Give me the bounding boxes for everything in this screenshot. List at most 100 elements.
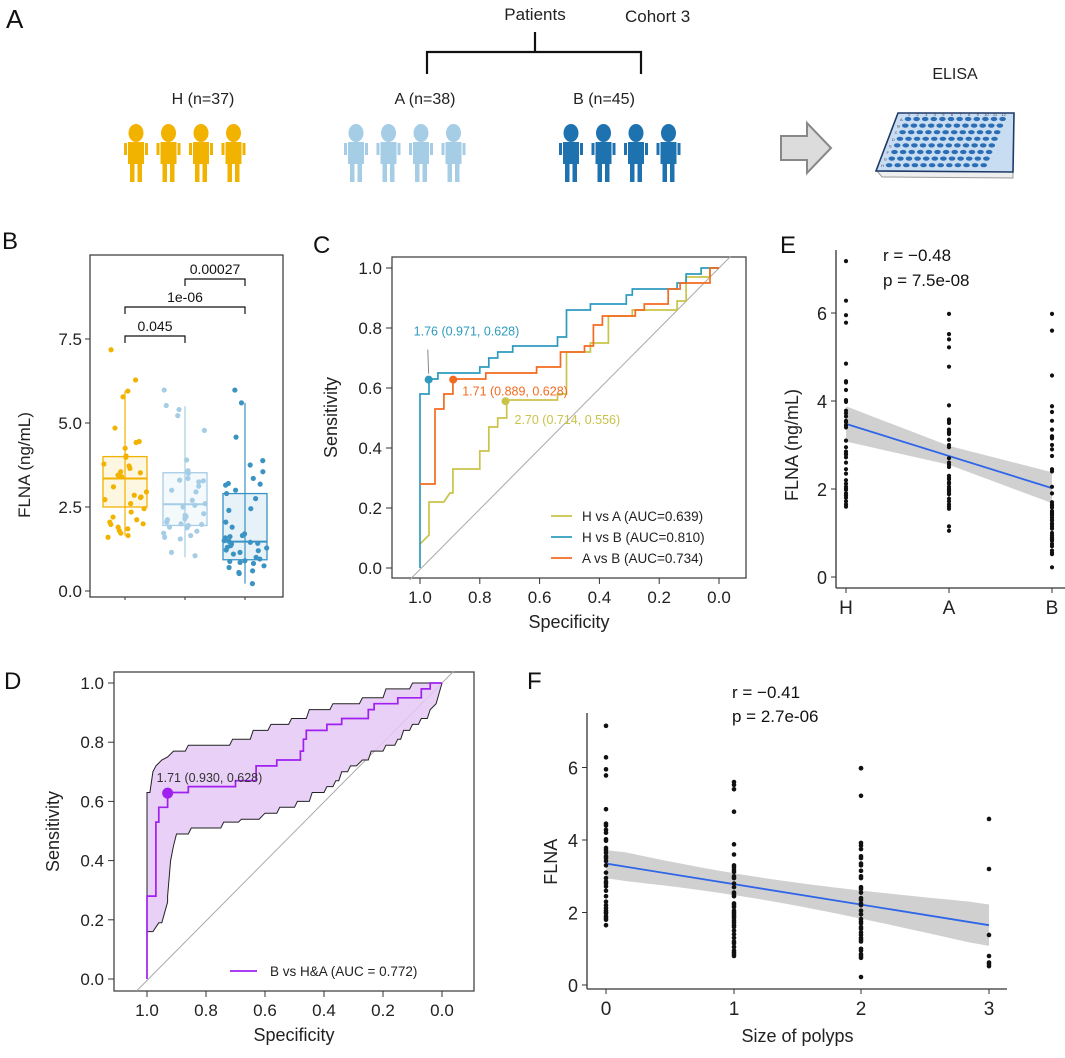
panel-label-b: B (2, 228, 19, 255)
data-point (122, 445, 128, 451)
person-leg (670, 163, 675, 182)
person-arm (210, 143, 213, 155)
plate-well (919, 123, 926, 128)
correlation-p-label: p = 7.5e-08 (883, 271, 970, 290)
data-point (260, 469, 266, 475)
data-point (843, 455, 849, 460)
person-arm (156, 143, 160, 155)
person-leg (447, 163, 452, 182)
person-head (628, 124, 644, 142)
person-arm (189, 143, 192, 155)
x-tick-label: 0.8 (194, 1001, 218, 1020)
y-tick-label: 0.8 (358, 319, 382, 338)
x-axis-label: Specificity (253, 1025, 334, 1045)
data-point (247, 462, 253, 468)
significance-bracket (124, 306, 246, 314)
cutoff-point (449, 375, 458, 384)
y-tick-label: 4 (568, 831, 578, 851)
plate-well (942, 130, 949, 135)
person-leg (195, 163, 200, 182)
data-point (169, 487, 175, 493)
plate-well (925, 149, 933, 155)
data-point (731, 928, 737, 933)
data-point (946, 499, 952, 504)
assay-label: ELISA (932, 66, 978, 83)
data-point (603, 888, 609, 894)
confidence-band (846, 406, 1052, 504)
x-tick-label: 0.4 (312, 1001, 336, 1020)
person-leg (227, 163, 232, 182)
roc-chart-d: 0.0 0.2 0.4 0.6 0.8 1.0 1.0 0.8 0.6 0.4 0.2 0.0 Spec… (43, 670, 475, 1045)
data-point (731, 786, 737, 792)
person-head (446, 124, 461, 142)
data-point (1049, 544, 1055, 549)
data-point (161, 387, 167, 393)
person-arm (645, 143, 648, 155)
y-tick-label: 0.4 (80, 852, 104, 871)
data-point (162, 534, 168, 540)
data-point (232, 387, 238, 393)
plate-well (921, 116, 929, 122)
data-point (843, 438, 849, 443)
data-point (1049, 447, 1055, 452)
x-tick-label: 0.2 (647, 588, 671, 607)
data-point (227, 558, 233, 565)
data-point (257, 556, 263, 562)
person-leg (130, 163, 135, 182)
plate-well (903, 163, 910, 168)
person-icon (344, 124, 368, 182)
plate-well (933, 130, 941, 135)
plate-well (899, 149, 907, 155)
plate-well (947, 116, 955, 122)
roc-curve (419, 267, 719, 545)
person-leg (565, 163, 570, 182)
data-point (946, 528, 952, 533)
person-body (628, 142, 644, 164)
person-arm (145, 143, 148, 155)
data-point (858, 863, 864, 868)
data-point (253, 496, 259, 502)
plate-row-label: A (900, 117, 903, 122)
data-point (249, 581, 256, 587)
person-arm (124, 143, 127, 155)
data-point (230, 551, 237, 557)
plate-well (959, 130, 967, 135)
data-point (946, 364, 952, 369)
plate-well (936, 123, 943, 128)
plate-well (899, 130, 906, 135)
data-point (603, 806, 609, 812)
plate-well (962, 143, 970, 148)
correlation-r-label: r = −0.48 (883, 246, 951, 265)
plate-well (913, 136, 921, 141)
p-value-label: 1e-06 (167, 289, 203, 305)
data-point (110, 484, 117, 490)
person-leg (422, 163, 427, 182)
person-head (161, 124, 176, 142)
data-point (986, 932, 992, 938)
plate-well (910, 123, 918, 128)
x-tick-label: H (839, 598, 853, 619)
data-point (196, 479, 202, 485)
plate-well (957, 156, 964, 161)
data-point (238, 400, 245, 406)
plate-well (985, 130, 992, 135)
data-point (731, 931, 737, 937)
data-point (731, 869, 737, 875)
x-tick-label: 0.4 (588, 588, 612, 607)
plate-well (904, 116, 912, 122)
person-leg (415, 163, 420, 182)
plate-well (893, 143, 901, 148)
plate-well (945, 143, 953, 148)
person-icon (124, 124, 148, 182)
x-tick-label: 0.8 (468, 588, 492, 607)
data-point (858, 974, 864, 980)
x-tick-label: 0.0 (707, 588, 731, 607)
data-point (250, 560, 257, 567)
person-icon (409, 124, 433, 182)
plate-well (919, 143, 927, 148)
plate-well (896, 136, 904, 141)
plate-well (905, 156, 913, 161)
data-point (843, 411, 849, 416)
data-point (229, 524, 235, 530)
x-tick-label: 0.2 (371, 1001, 395, 1020)
